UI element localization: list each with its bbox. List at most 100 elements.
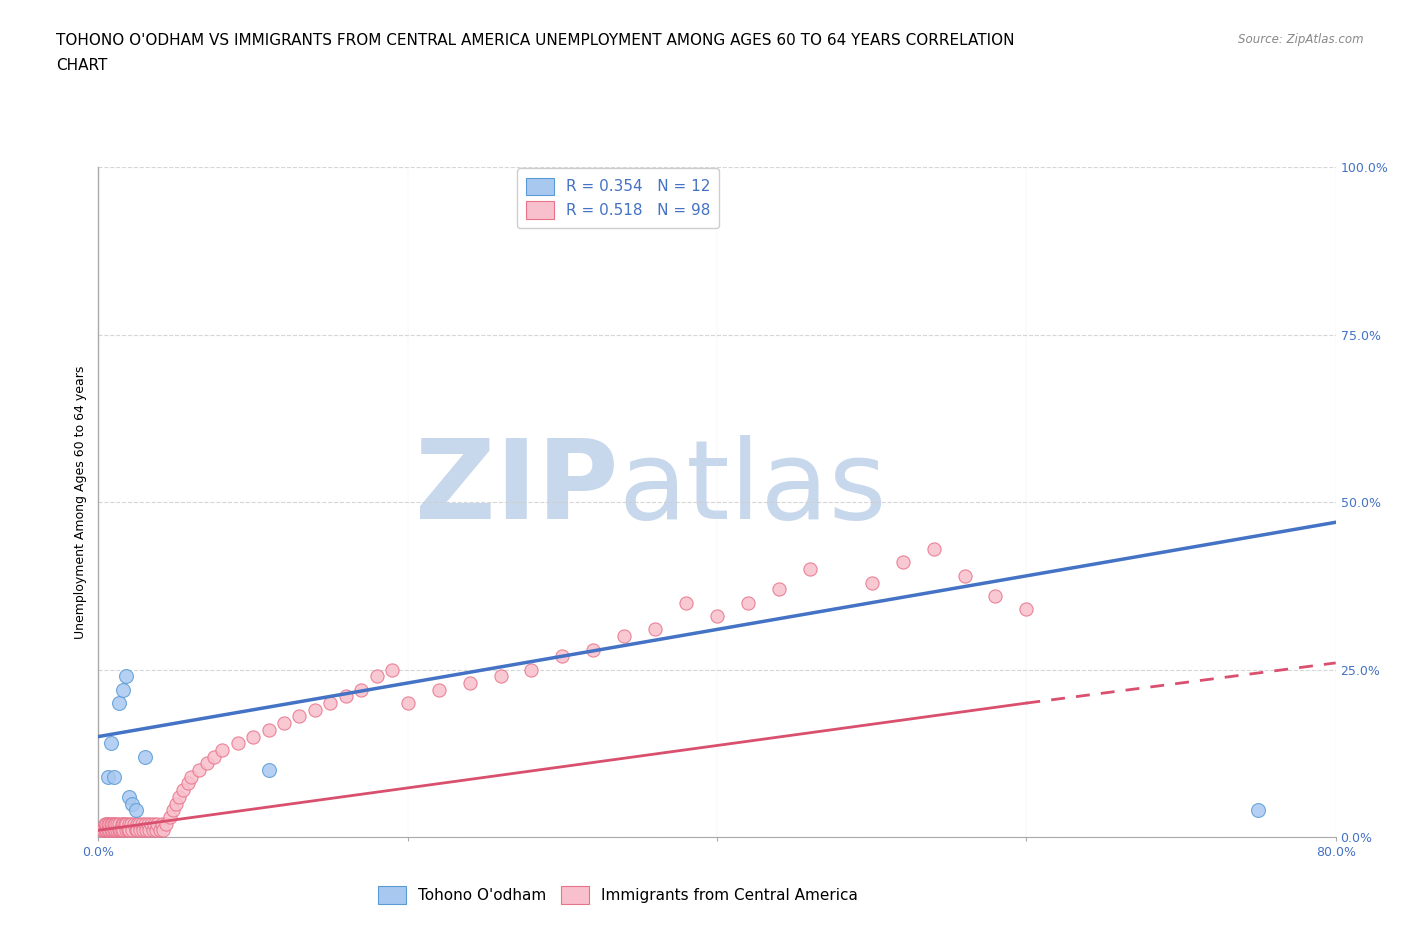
Point <box>112 683 135 698</box>
Point <box>582 642 605 657</box>
Point <box>204 750 226 764</box>
Point <box>366 669 388 684</box>
Y-axis label: Unemployment Among Ages 60 to 64 years: Unemployment Among Ages 60 to 64 years <box>73 365 87 639</box>
Point <box>396 696 419 711</box>
Point <box>167 790 190 804</box>
Point <box>93 817 115 831</box>
Point <box>675 595 697 610</box>
Point <box>159 809 181 824</box>
Point <box>104 817 127 831</box>
Text: ZIP: ZIP <box>415 435 619 542</box>
Point <box>211 742 233 757</box>
Point <box>288 709 311 724</box>
Point <box>124 823 146 838</box>
Point <box>1247 803 1270 817</box>
Point <box>737 595 759 610</box>
Point <box>427 683 450 698</box>
Point <box>273 716 295 731</box>
Point <box>177 776 200 790</box>
Text: CHART: CHART <box>56 58 108 73</box>
Point <box>489 669 512 684</box>
Legend: Tohono O'odham, Immigrants from Central America: Tohono O'odham, Immigrants from Central … <box>373 880 865 910</box>
Point <box>128 817 150 831</box>
Point <box>152 823 174 838</box>
Point <box>551 649 574 664</box>
Point <box>120 817 142 831</box>
Point <box>97 823 120 838</box>
Point <box>101 823 124 838</box>
Text: Source: ZipAtlas.com: Source: ZipAtlas.com <box>1239 33 1364 46</box>
Point <box>103 769 125 784</box>
Point <box>103 817 125 831</box>
Point <box>146 817 169 831</box>
Point <box>108 823 131 838</box>
Point <box>107 696 129 711</box>
Point <box>142 823 165 838</box>
Point <box>97 817 120 831</box>
Point <box>97 769 120 784</box>
Text: TOHONO O'ODHAM VS IMMIGRANTS FROM CENTRAL AMERICA UNEMPLOYMENT AMONG AGES 60 TO : TOHONO O'ODHAM VS IMMIGRANTS FROM CENTRA… <box>56 33 1015 47</box>
Point <box>105 823 128 838</box>
Point <box>132 823 155 838</box>
Point <box>127 823 149 838</box>
Point <box>150 817 173 831</box>
Point <box>124 803 146 817</box>
Point <box>173 783 195 798</box>
Point <box>644 622 666 637</box>
Point <box>101 817 124 831</box>
Point <box>127 817 149 831</box>
Point <box>112 823 135 838</box>
Point <box>100 736 122 751</box>
Point <box>188 763 211 777</box>
Point <box>458 675 481 690</box>
Point <box>115 823 138 838</box>
Text: atlas: atlas <box>619 435 887 542</box>
Point <box>257 723 280 737</box>
Point <box>111 823 134 838</box>
Point <box>134 817 156 831</box>
Point <box>381 662 404 677</box>
Point <box>136 817 159 831</box>
Point <box>121 796 143 811</box>
Point <box>768 582 790 597</box>
Point <box>118 790 141 804</box>
Point <box>107 823 129 838</box>
Point <box>121 823 143 838</box>
Point <box>104 823 127 838</box>
Point <box>706 608 728 623</box>
Point <box>134 750 156 764</box>
Point <box>111 817 134 831</box>
Point <box>162 803 184 817</box>
Point <box>100 817 122 831</box>
Point <box>1015 602 1038 617</box>
Point <box>304 702 326 717</box>
Point <box>242 729 264 744</box>
Point <box>138 823 160 838</box>
Point <box>131 817 153 831</box>
Point <box>180 769 202 784</box>
Point <box>520 662 543 677</box>
Point <box>112 817 135 831</box>
Point <box>91 823 114 838</box>
Point <box>922 541 945 556</box>
Point <box>135 823 157 838</box>
Point <box>105 817 128 831</box>
Point <box>613 629 636 644</box>
Point <box>149 823 172 838</box>
Point <box>984 589 1007 604</box>
Point <box>165 796 187 811</box>
Point <box>122 817 145 831</box>
Point <box>129 823 152 838</box>
Point <box>118 823 141 838</box>
Point <box>103 823 125 838</box>
Point <box>115 817 138 831</box>
Point <box>114 817 136 831</box>
Point <box>115 669 138 684</box>
Point <box>145 823 167 838</box>
Point <box>107 817 129 831</box>
Point <box>139 817 162 831</box>
Point <box>98 817 121 831</box>
Point <box>226 736 249 751</box>
Point <box>93 823 115 838</box>
Point <box>799 562 821 577</box>
